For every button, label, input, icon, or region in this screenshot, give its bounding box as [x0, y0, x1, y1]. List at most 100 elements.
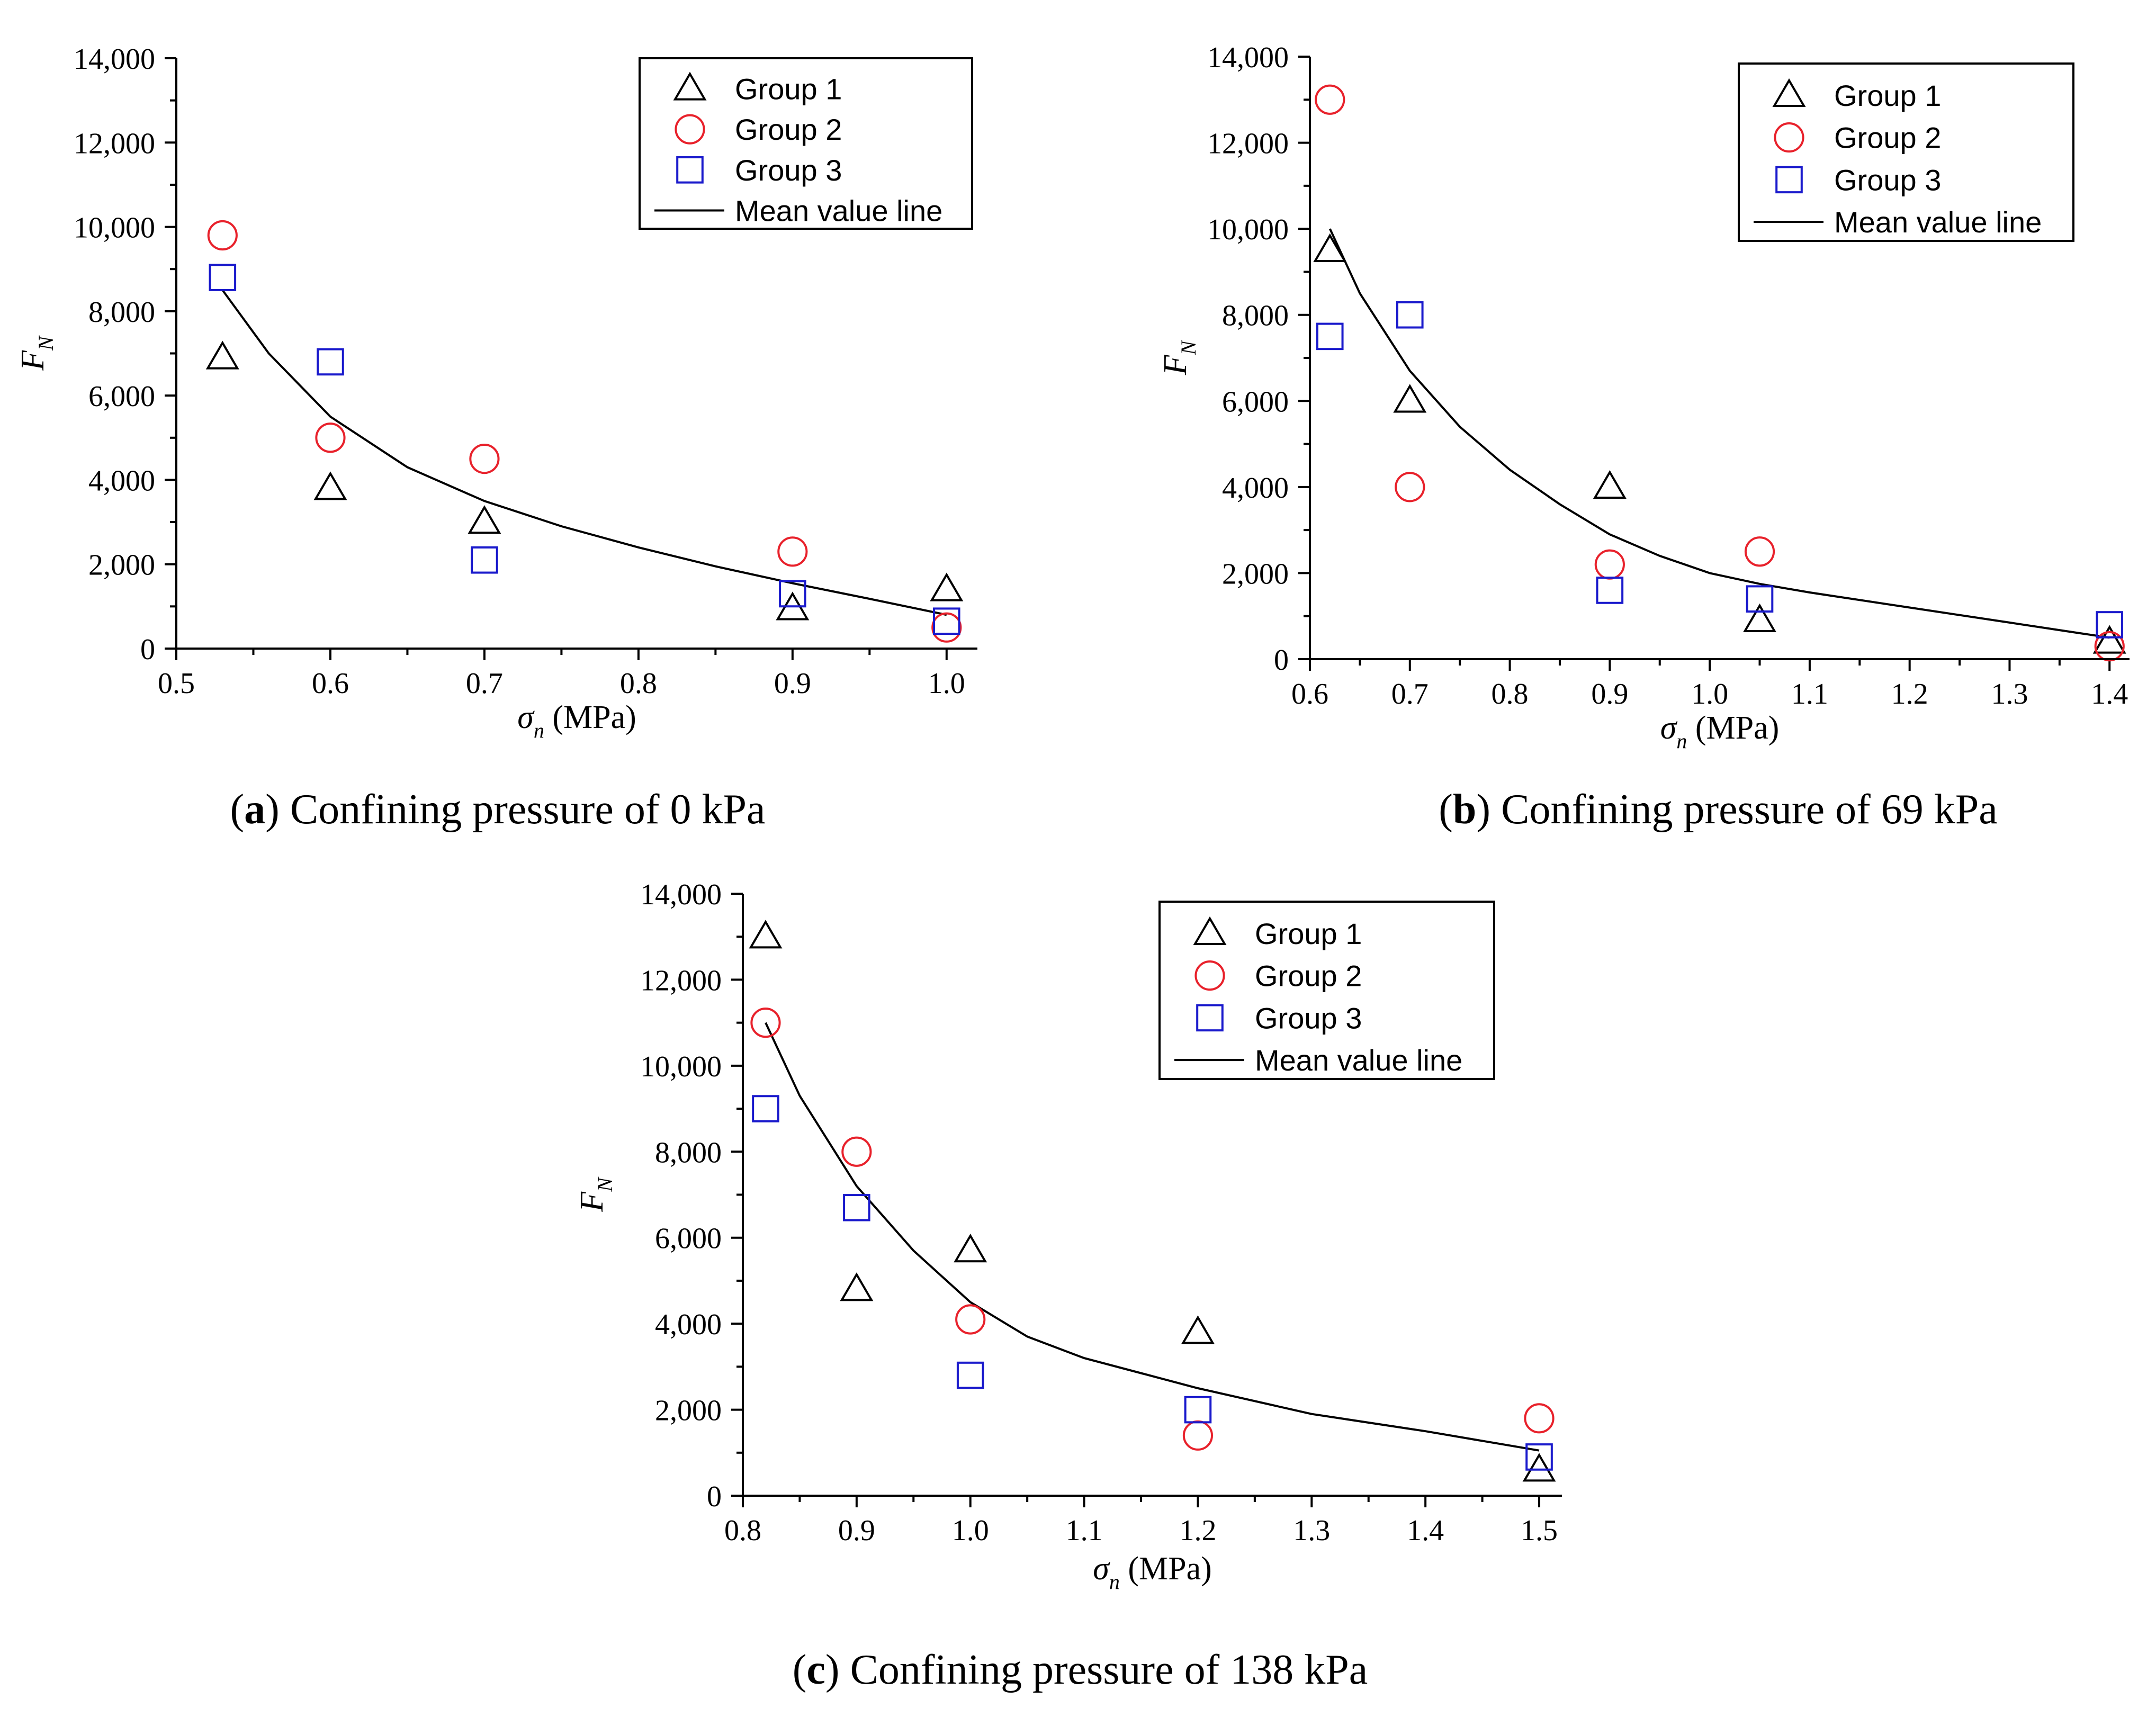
data-points: [749, 920, 1556, 1482]
legend-label-group-1: Group 1: [735, 73, 842, 106]
y-axis-label: FN: [15, 335, 58, 371]
y-tick-label: 12,000: [1207, 128, 1289, 160]
data-point-group-3: [209, 264, 237, 291]
x-tick-label: 0.9: [774, 667, 811, 700]
x-axis-symbol: σ: [517, 699, 535, 735]
x-axis-subscript: n: [534, 718, 544, 742]
caption-text: ) Confining pressure of 69 kPa: [1476, 786, 1997, 833]
y-axis-symbol: F: [15, 350, 51, 371]
data-point-group-2: [931, 612, 962, 643]
x-tick-label: 0.9: [838, 1514, 875, 1547]
caption: (b) Confining pressure of 69 kPa: [1439, 786, 1997, 833]
legend: Group 1 Group 2 Group 3 Mean value line: [1738, 62, 2074, 242]
y-tick-label: 6,000: [655, 1222, 722, 1255]
data-point-group-2: [777, 536, 808, 567]
data-point-group-3: [843, 1194, 870, 1221]
legend-marker-group-3: [1196, 1004, 1224, 1032]
y-tick-label: 4,000: [88, 464, 155, 497]
data-point-group-3: [779, 580, 806, 608]
x-tick-label: 1.0: [952, 1514, 989, 1547]
data-point-group-3: [1746, 585, 1774, 613]
x-tick-label: 0.9: [1591, 678, 1628, 711]
x-tick-label: 0.7: [1391, 678, 1429, 711]
x-axis-label: σn (MPa): [1660, 710, 1780, 753]
legend-label-mean-line: Mean value line: [1834, 205, 2042, 239]
x-ticks: 0.8 0.9 1.0 1.1 1.2 1.3 1.4 1.5: [724, 1496, 1558, 1547]
legend-marker-group-1: [1772, 78, 1806, 107]
data-point-group-1: [1593, 470, 1627, 499]
data-point-group-2: [1594, 549, 1625, 580]
legend-label-group-3: Group 3: [735, 154, 842, 187]
mean-value-line: [1328, 228, 2110, 639]
x-tick-label: 0.5: [158, 667, 195, 700]
legend-marker-group-2: [1194, 960, 1225, 991]
legend: Group 1 Group 2 Group 3 Mean value line: [639, 57, 973, 230]
data-point-group-1: [930, 572, 964, 601]
x-tick-label: 0.6: [1291, 678, 1328, 711]
data-point-group-3: [933, 607, 960, 635]
legend-label-group-3: Group 3: [1255, 1001, 1362, 1035]
legend-label-group-1: Group 1: [1834, 79, 1941, 112]
x-tick-label: 1.3: [1293, 1514, 1330, 1547]
y-tick-label: 10,000: [1207, 213, 1289, 246]
x-tick-label: 1.1: [1066, 1514, 1103, 1547]
data-points: [205, 220, 964, 643]
legend-label-group-1: Group 1: [1255, 917, 1362, 950]
y-tick-label: 2,000: [88, 549, 155, 582]
x-ticks: 0.6 0.7 0.8 0.9 1.0 1.1 1.2 1.3 1.4: [1291, 659, 2128, 711]
x-tick-label: 1.5: [1521, 1514, 1558, 1547]
x-tick-label: 1.2: [1891, 678, 1928, 711]
caption-letter: c: [806, 1647, 825, 1693]
data-point-group-1: [1181, 1315, 1215, 1344]
chart-panel-b: 02,0004,0006,0008,00010,00012,00014,000 …: [1157, 41, 2130, 833]
data-points: [1313, 84, 2126, 662]
y-axis-symbol: F: [1157, 354, 1193, 375]
x-axis-unit: (MPa): [1120, 1551, 1212, 1587]
data-point-group-3: [1396, 301, 1424, 329]
y-ticks: 0 2,000 4,000 6,000 8,000 10,000 12,000 14,000: [1207, 41, 1310, 677]
x-axis-label: σn (MPa): [517, 699, 636, 742]
y-tick-label: 0: [707, 1480, 722, 1513]
data-point-group-3: [1316, 322, 1344, 350]
legend-marker-group-3: [1775, 166, 1803, 194]
chart-panel-c: 02,0004,0006,0008,00010,00012,00014,000 …: [574, 878, 1562, 1693]
x-tick-label: 1.3: [1991, 678, 2028, 711]
y-tick-label: 6,000: [1222, 385, 1289, 418]
data-point-group-3: [2096, 611, 2124, 639]
chart-panel-a: 02,0004,0006,0008,00010,00012,00014,000 …: [15, 43, 977, 833]
legend-marker-group-1: [673, 71, 707, 101]
x-tick-label: 1.0: [928, 667, 965, 700]
caption: (c) Confining pressure of 138 kPa: [793, 1647, 1368, 1693]
legend-markers: [654, 71, 724, 212]
data-point-group-2: [1315, 84, 1345, 115]
data-point-group-1: [1743, 603, 1776, 633]
data-point-group-1: [1393, 384, 1427, 413]
legend-box: [1738, 62, 2074, 242]
y-tick-label: 12,000: [74, 127, 155, 160]
y-axis-label: FN: [1157, 339, 1200, 375]
y-tick-label: 8,000: [655, 1136, 722, 1169]
data-point-group-1: [749, 920, 783, 949]
data-point-group-2: [315, 422, 346, 453]
x-axis-unit: (MPa): [1687, 710, 1779, 746]
y-axis-subscript: N: [1176, 339, 1200, 355]
x-tick-label: 0.8: [620, 667, 657, 700]
data-point-group-2: [207, 220, 238, 251]
y-tick-label: 14,000: [1207, 41, 1289, 74]
caption-text: ) Confining pressure of 0 kPa: [265, 786, 765, 833]
data-point-group-3: [1184, 1396, 1212, 1424]
data-point-group-3: [471, 546, 498, 574]
x-tick-label: 1.1: [1791, 678, 1828, 711]
mean-value-line: [221, 289, 947, 616]
caption-letter: b: [1453, 786, 1477, 833]
x-tick-label: 1.2: [1179, 1514, 1216, 1547]
data-point-group-1: [1522, 1453, 1556, 1482]
legend-label-mean-line: Mean value line: [1255, 1044, 1462, 1077]
legend-label-group-3: Group 3: [1834, 163, 1941, 196]
data-point-group-2: [1182, 1420, 1214, 1451]
x-axis-unit: (MPa): [544, 699, 636, 735]
y-tick-label: 4,000: [655, 1308, 722, 1341]
data-point-group-2: [1395, 472, 1425, 502]
y-tick-label: 12,000: [640, 964, 722, 997]
